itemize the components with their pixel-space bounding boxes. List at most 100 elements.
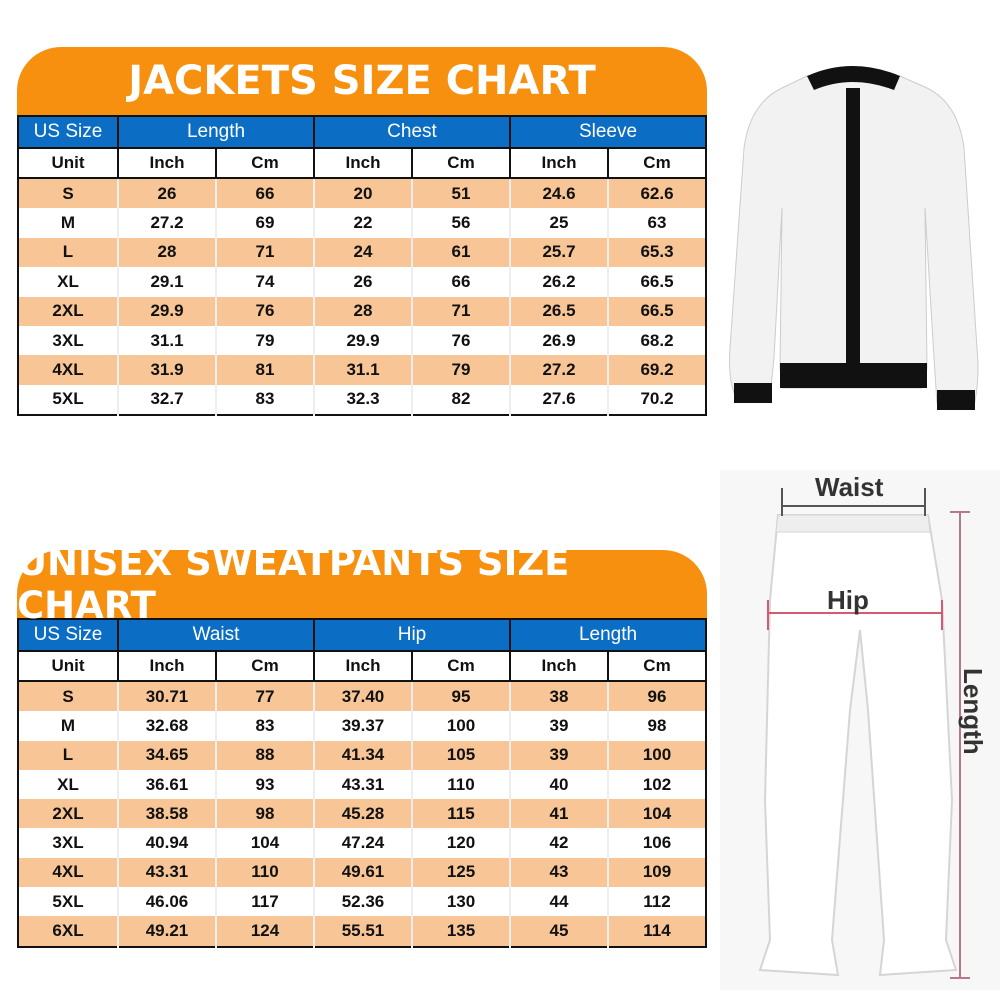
unit-cell: Unit [17,651,118,682]
value-cell: 83 [215,711,314,741]
value-cell: 106 [607,828,706,858]
value-cell: 45 [509,916,608,947]
table-row: 4XL 43.31 110 49.61 125 43 109 [18,857,706,888]
value-cell: 70.2 [607,384,706,416]
table-row: L 28 71 24 61 25.7 65.3 [18,237,706,268]
value-cell: 61 [411,237,510,268]
value-cell: 62.6 [607,178,706,209]
value-cell: 110 [215,857,314,888]
value-cell: 29.1 [117,267,216,297]
table-row: 5XL 46.06 117 52.36 130 44 112 [18,887,706,917]
size-cell: M [18,208,118,238]
size-cell: 5XL [18,887,118,917]
value-cell: 43.31 [117,857,216,888]
value-cell: 31.1 [117,325,216,356]
value-cell: 115 [411,799,510,829]
value-cell: 31.9 [117,355,216,385]
value-cell: 66.5 [607,267,706,297]
group-header-row: US Size Waist Hip Length [17,618,707,652]
size-cell: 5XL [18,384,118,416]
value-cell: 69 [215,208,314,238]
value-cell: 102 [607,769,706,800]
value-cell: 27.2 [509,355,608,385]
unit-cell: Cm [411,148,510,179]
value-cell: 41 [509,799,608,829]
length-label: Length [958,668,988,755]
value-cell: 124 [215,916,314,947]
table-row: XL 29.1 74 26 66 26.2 66.5 [18,267,706,297]
value-cell: 56 [411,208,510,238]
value-cell: 79 [215,325,314,356]
size-cell: XL [18,267,118,297]
value-cell: 83 [215,384,314,416]
unit-cell: Cm [607,651,706,682]
value-cell: 77 [215,681,314,712]
table-row: S 26 66 20 51 24.6 62.6 [18,178,706,209]
value-cell: 32.68 [117,711,216,741]
value-cell: 76 [215,296,314,326]
unit-cell: Inch [313,651,412,682]
value-cell: 125 [411,857,510,888]
value-cell: 79 [411,355,510,385]
table-row: 6XL 49.21 124 55.51 135 45 114 [18,916,706,947]
value-cell: 49.21 [117,916,216,947]
value-cell: 29.9 [117,296,216,326]
unit-row: Unit Inch Cm Inch Cm Inch Cm [17,651,706,682]
value-cell: 24.6 [509,178,608,209]
value-cell: 98 [215,799,314,829]
size-cell: L [18,237,118,268]
value-cell: 71 [411,296,510,326]
value-cell: 43 [509,857,608,888]
table-row: 2XL 29.9 76 28 71 26.5 66.5 [18,296,706,326]
value-cell: 66.5 [607,296,706,326]
jackets-size-table: US Size Length Chest Sleeve Unit Inch Cm Inch Cm… [17,115,707,417]
size-cell: 3XL [18,325,118,356]
value-cell: 98 [607,711,706,741]
value-cell: 100 [411,711,510,741]
value-cell: 26 [313,267,412,297]
group-header-sleeve: Sleeve [509,115,707,149]
value-cell: 66 [411,267,510,297]
value-cell: 100 [607,740,706,770]
value-cell: 120 [411,828,510,858]
value-cell: 66 [215,178,314,209]
value-cell: 44 [509,887,608,917]
table-row: 4XL 31.9 81 31.1 79 27.2 69.2 [18,355,706,385]
value-cell: 39.37 [313,711,412,741]
table-row: M 27.2 69 22 56 25 63 [18,208,706,238]
group-header-length: Length [117,115,315,149]
value-cell: 45.28 [313,799,412,829]
value-cell: 32.3 [313,384,412,416]
value-cell: 114 [607,916,706,947]
value-cell: 31.1 [313,355,412,385]
value-cell: 93 [215,769,314,800]
unit-cell: Unit [17,148,118,179]
size-cell: L [18,740,118,770]
table-row: XL 36.61 93 43.31 110 40 102 [18,769,706,800]
sweatpants-size-table: US Size Waist Hip Length Unit Inch Cm Inch Cm Inc… [17,618,707,948]
value-cell: 42 [509,828,608,858]
group-header-chest: Chest [313,115,511,149]
value-cell: 20 [313,178,412,209]
value-cell: 40 [509,769,608,800]
value-cell: 51 [411,178,510,209]
value-cell: 25.7 [509,237,608,268]
value-cell: 135 [411,916,510,947]
value-cell: 28 [313,296,412,326]
value-cell: 65.3 [607,237,706,268]
value-cell: 55.51 [313,916,412,947]
table-row: M 32.68 83 39.37 100 39 98 [18,711,706,741]
value-cell: 105 [411,740,510,770]
size-cell: 6XL [18,916,118,947]
value-cell: 40.94 [117,828,216,858]
value-cell: 26.5 [509,296,608,326]
unit-cell: Cm [215,148,314,179]
value-cell: 69.2 [607,355,706,385]
size-cell: M [18,711,118,741]
value-cell: 27.2 [117,208,216,238]
unit-cell: Inch [117,148,216,179]
size-cell: 2XL [18,799,118,829]
table-row: 2XL 38.58 98 45.28 115 41 104 [18,799,706,829]
value-cell: 47.24 [313,828,412,858]
value-cell: 26.9 [509,325,608,356]
